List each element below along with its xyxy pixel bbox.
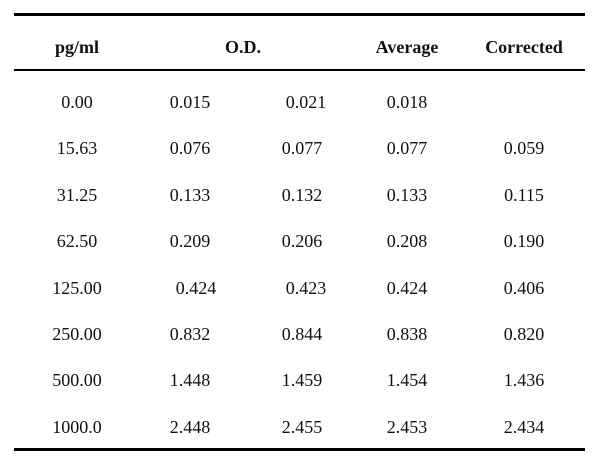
cell-od-2: 0.077	[281, 138, 323, 158]
cell-average: 0.077	[386, 138, 428, 158]
cell-od-2: 0.021	[285, 92, 327, 112]
cell-concentration: 15.63	[56, 138, 98, 158]
cell-concentration: 31.25	[56, 185, 98, 205]
cell-average: 0.424	[386, 278, 428, 298]
cell-od-2: 0.844	[281, 324, 323, 344]
cell-od-2: 0.132	[281, 185, 323, 205]
cell-concentration: 1000.0	[52, 417, 102, 437]
cell-concentration: 500.00	[52, 370, 102, 390]
cell-od-2: 2.455	[281, 417, 323, 437]
cell-corrected: 0.115	[504, 185, 544, 205]
cell-average: 0.838	[386, 324, 428, 344]
table-bottom-rule	[14, 448, 585, 451]
cell-average: 0.208	[386, 231, 428, 251]
cell-average: 0.018	[386, 92, 428, 112]
cell-concentration: 0.00	[61, 92, 93, 112]
header-average: Average	[375, 37, 439, 57]
cell-od-1: 0.133	[169, 185, 211, 205]
cell-concentration: 250.00	[52, 324, 102, 344]
cell-concentration: 62.50	[56, 231, 98, 251]
header-od: O.D.	[225, 37, 261, 57]
cell-od-1: 2.448	[169, 417, 211, 437]
cell-corrected: 0.190	[503, 231, 545, 251]
cell-average: 0.133	[386, 185, 428, 205]
cell-od-1: 1.448	[169, 370, 211, 390]
cell-average: 2.453	[386, 417, 428, 437]
cell-corrected: 0.406	[503, 278, 545, 298]
cell-od-1: 0.209	[169, 231, 211, 251]
table-header-rule	[14, 69, 585, 71]
cell-od-2: 0.423	[285, 278, 327, 298]
cell-corrected: 1.436	[503, 370, 545, 390]
cell-corrected: 2.434	[503, 417, 545, 437]
header-concentration: pg/ml	[54, 37, 100, 57]
table-top-rule	[14, 13, 585, 16]
cell-od-2: 1.459	[281, 370, 323, 390]
cell-corrected: 0.059	[503, 138, 545, 158]
header-corrected: Corrected	[485, 37, 563, 57]
cell-od-1: 0.832	[169, 324, 211, 344]
cell-average: 1.454	[386, 370, 428, 390]
cell-corrected: 0.820	[503, 324, 545, 344]
cell-od-1: 0.015	[169, 92, 211, 112]
cell-concentration: 125.00	[52, 278, 102, 298]
cell-od-1: 0.424	[175, 278, 217, 298]
cell-od-1: 0.076	[169, 138, 211, 158]
cell-od-2: 0.206	[281, 231, 323, 251]
